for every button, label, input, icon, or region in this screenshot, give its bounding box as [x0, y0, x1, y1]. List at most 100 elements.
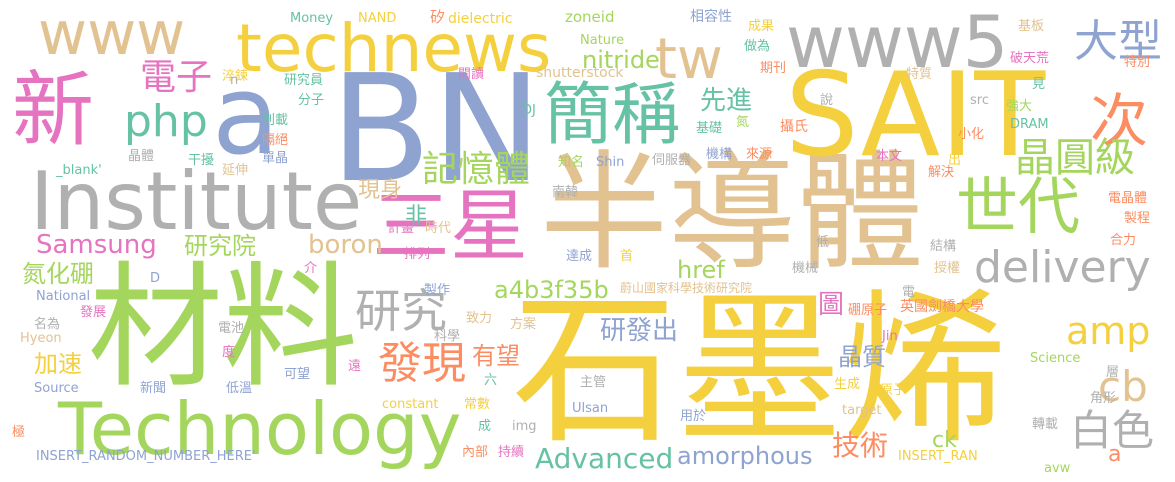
- word-cloud-item: Advanced: [535, 442, 674, 475]
- word-cloud-item: nitride: [582, 46, 660, 74]
- word-cloud-item: boron: [308, 230, 383, 260]
- word-cloud-item: Source: [34, 381, 79, 396]
- word-cloud-item: shutterstock: [536, 65, 624, 81]
- word-cloud-item: 大型: [1074, 16, 1162, 67]
- word-cloud-item: 達成: [566, 249, 593, 264]
- word-cloud-item: 知名: [558, 155, 585, 170]
- word-cloud-item: 伺服器: [652, 153, 692, 168]
- word-cloud-item: Samsung: [36, 230, 157, 260]
- word-cloud-item: 做為: [744, 39, 771, 54]
- word-cloud-item: 特質: [906, 67, 933, 82]
- word-cloud-item: SAIT: [785, 48, 1046, 183]
- word-cloud-item: target: [842, 403, 882, 418]
- word-cloud-item: 成果: [748, 19, 775, 34]
- word-cloud-item: 新: [12, 63, 95, 158]
- word-cloud-item: 次: [1090, 87, 1149, 155]
- word-cloud-item: 半導體: [540, 139, 925, 288]
- word-cloud-item: 世代: [956, 170, 1081, 243]
- word-cloud-item: 材料: [88, 249, 358, 406]
- word-cloud-item: 遠: [348, 359, 362, 374]
- word-cloud-item: 主管: [580, 375, 607, 390]
- word-cloud-item: technews: [236, 10, 552, 87]
- word-cloud-item: 發展: [80, 305, 107, 320]
- word-cloud-item: Nature: [580, 33, 625, 48]
- word-cloud-item: Hyeon: [20, 331, 62, 346]
- word-cloud-item: 研發出: [600, 316, 679, 346]
- word-cloud-item: 電池: [218, 321, 245, 336]
- word-cloud-item: 可望: [284, 367, 311, 382]
- word-cloud-item: php: [124, 96, 208, 147]
- word-cloud-item: BN: [330, 43, 543, 215]
- word-cloud-item: 晶體: [128, 149, 155, 164]
- word-cloud-item: 度: [222, 345, 236, 360]
- word-cloud-item: 延伸: [222, 163, 249, 178]
- word-cloud-item: 六: [484, 373, 498, 388]
- word-cloud-item: 淬鍊: [222, 69, 249, 84]
- word-cloud-item: 本文: [876, 149, 903, 164]
- word-cloud-item: 機械: [792, 261, 819, 276]
- word-cloud-item: 時代: [425, 221, 452, 236]
- word-cloud-item: 現身: [358, 178, 403, 203]
- word-cloud-item: cb: [1098, 362, 1148, 411]
- word-cloud-item: 低: [816, 235, 830, 250]
- word-cloud-item: 持續: [498, 445, 525, 460]
- word-cloud-item: 蔚山國家科學技術研究院: [620, 281, 753, 295]
- word-cloud-item: 研究員: [284, 73, 324, 88]
- word-cloud-item: DRAM: [1010, 117, 1049, 132]
- word-cloud-item: ck: [932, 428, 957, 453]
- word-cloud-item: avw: [1044, 461, 1071, 476]
- word-cloud-item: 結構: [930, 239, 957, 254]
- word-cloud-item: 硼原子: [848, 303, 888, 318]
- word-cloud-item: 出: [948, 153, 962, 168]
- word-cloud-item: National: [36, 289, 91, 304]
- word-cloud-item: 相容性: [690, 9, 732, 25]
- word-cloud-item: 特別: [1124, 55, 1151, 70]
- word-cloud-item: a: [212, 51, 280, 179]
- word-cloud-item: 隔絕: [262, 133, 289, 148]
- word-cloud-item: 期刊: [760, 61, 787, 76]
- word-cloud-item: 內部: [462, 445, 489, 460]
- word-cloud-item: Technology: [58, 387, 462, 471]
- word-cloud-item: www: [38, 0, 186, 69]
- word-cloud-item: 氮化硼: [22, 260, 94, 288]
- word-cloud-item: 強大: [1006, 99, 1033, 114]
- word-cloud-item: INSERT_RANDOM_NUMBER_HERE': [36, 449, 256, 464]
- word-cloud-item: constant: [382, 397, 439, 412]
- word-cloud-item: amorphous: [677, 442, 813, 470]
- word-cloud-item: a4b3f35b: [494, 276, 609, 304]
- word-cloud-item: 常數: [464, 397, 491, 412]
- word-cloud-item: 製作: [424, 283, 451, 298]
- word-cloud-item: 有望: [472, 342, 520, 370]
- word-cloud-item: NAND: [358, 11, 397, 26]
- word-cloud-item: 研究院: [184, 232, 256, 260]
- word-cloud-item: 三星: [372, 182, 529, 272]
- word-cloud-item: 致力: [466, 311, 493, 326]
- word-cloud-item: 氮: [736, 115, 750, 130]
- word-cloud-item: 原子: [880, 383, 907, 398]
- word-cloud-item: 攝氏: [780, 119, 808, 135]
- word-cloud-item: 名為: [34, 317, 61, 332]
- word-cloud-item: 來源: [746, 147, 773, 162]
- word-cloud-item: 成: [478, 419, 492, 434]
- word-cloud-item: 機構: [706, 147, 733, 162]
- word-cloud-item: 角形: [1090, 391, 1117, 406]
- word-cloud-item: Institute: [30, 155, 363, 248]
- word-cloud-item: 首: [620, 249, 634, 264]
- word-cloud-item: 刊載: [262, 113, 289, 128]
- word-cloud-item: Shin: [596, 155, 625, 170]
- word-cloud-item: Science: [1030, 351, 1081, 366]
- word-cloud-item: 製程: [1124, 211, 1151, 226]
- word-cloud-item: n: [230, 73, 239, 88]
- word-cloud-item: delivery: [974, 242, 1151, 293]
- word-cloud-item: 晶質: [838, 343, 886, 371]
- word-cloud-item: 記憶體: [422, 149, 531, 190]
- word-cloud-item: INSERT_RAN: [898, 449, 978, 464]
- word-cloud-item: 層: [1106, 365, 1120, 380]
- word-cloud-item: 英國劍橋大學: [900, 299, 984, 315]
- word-cloud-item: 晶圓級: [1015, 135, 1135, 181]
- word-cloud-item: amp: [1066, 309, 1151, 353]
- word-cloud-item: 排列: [404, 247, 431, 262]
- word-cloud-item: 白色: [1070, 406, 1155, 455]
- word-cloud-item: 簡稱: [544, 76, 681, 155]
